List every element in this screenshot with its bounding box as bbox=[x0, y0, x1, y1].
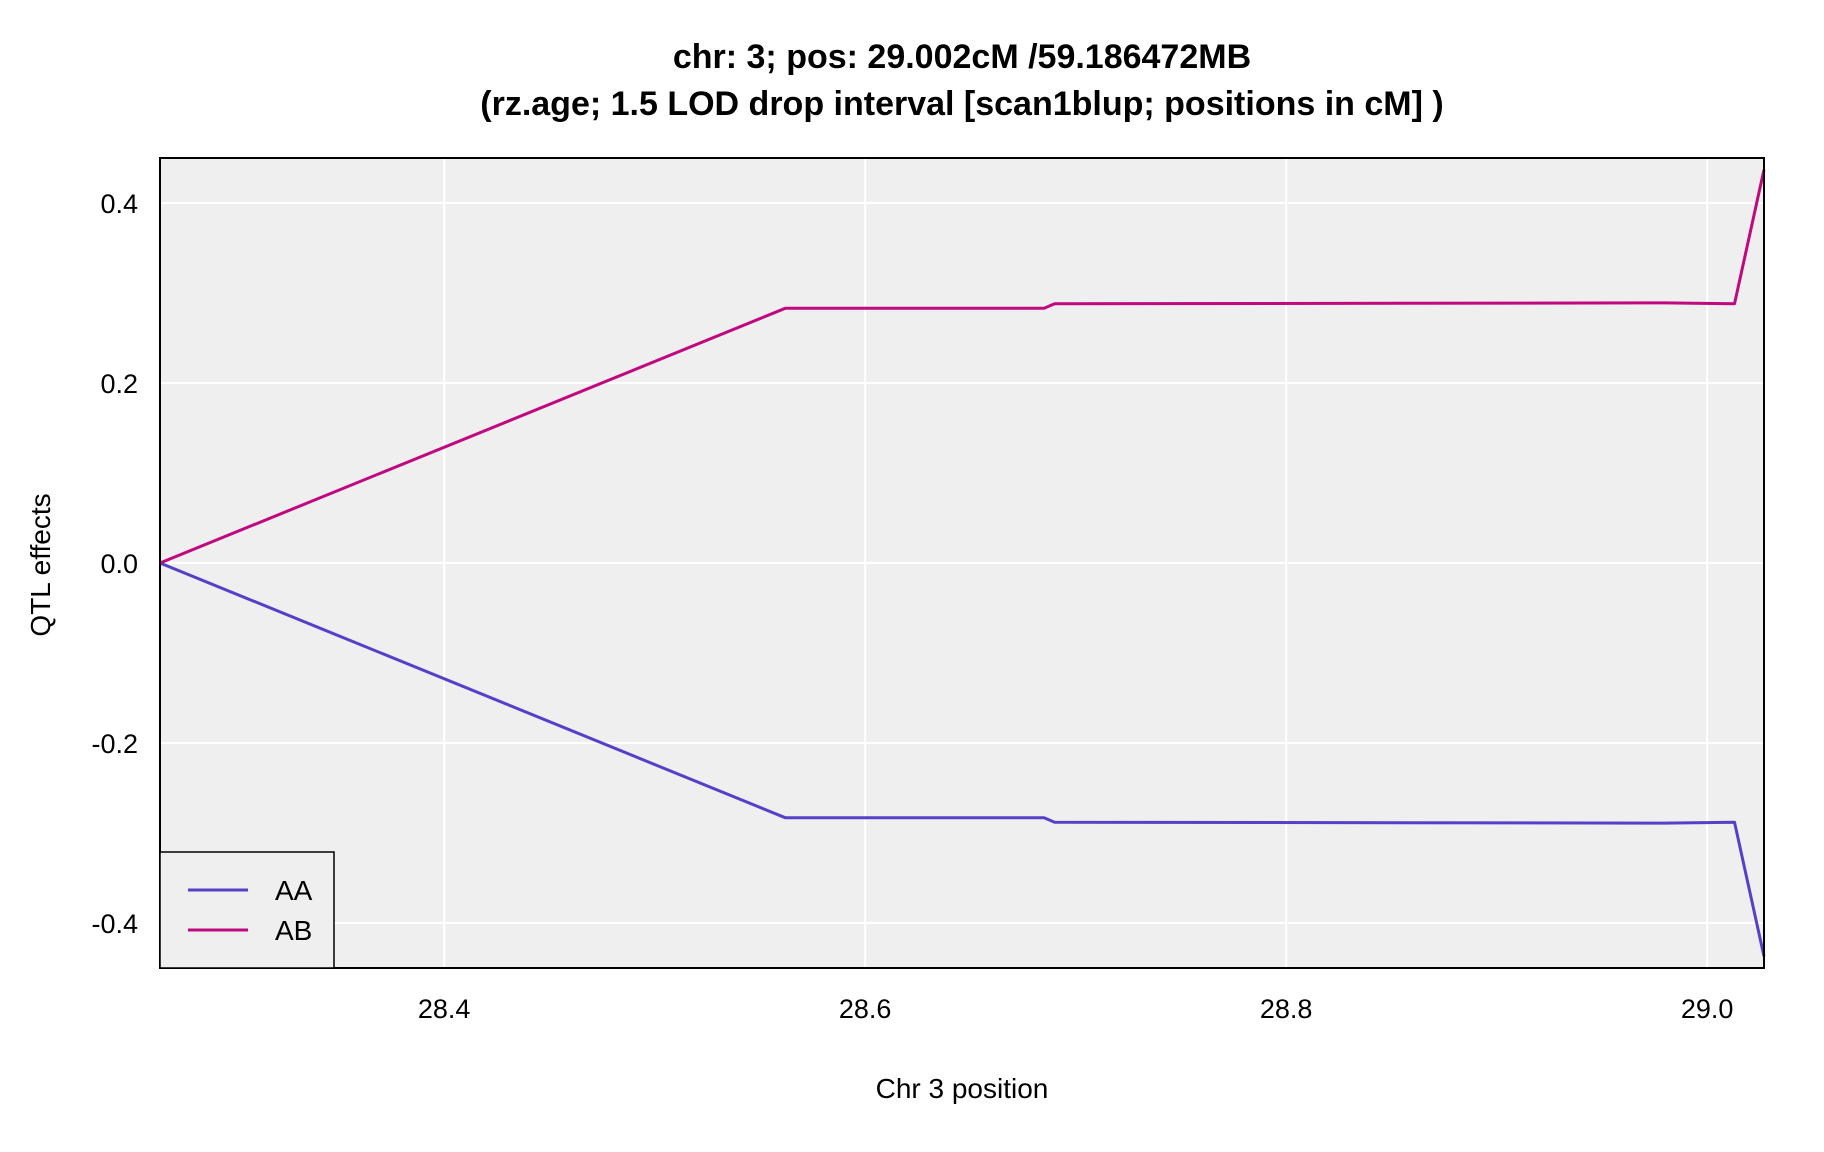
plot-border bbox=[159, 157, 1765, 969]
y-tick-label: -0.2 bbox=[91, 729, 138, 759]
y-tick-label: 0.0 bbox=[100, 549, 138, 579]
y-axis-ticks: 0.4 0.2 0.0 -0.2 -0.4 bbox=[91, 189, 138, 939]
series-line-ab bbox=[159, 169, 1766, 565]
y-tick-label: 0.2 bbox=[100, 369, 138, 399]
x-axis-ticks: 28.4 28.6 28.8 29.0 bbox=[418, 994, 1734, 1024]
legend-label-aa: AA bbox=[275, 875, 313, 906]
x-tick-label: 28.6 bbox=[839, 994, 892, 1024]
x-tick-label: 29.0 bbox=[1681, 994, 1734, 1024]
y-axis-label: QTL effects bbox=[25, 493, 56, 636]
legend-label-ab: AB bbox=[275, 915, 312, 946]
x-axis-label: Chr 3 position bbox=[876, 1073, 1049, 1104]
x-tick-label: 28.8 bbox=[1260, 994, 1313, 1024]
y-tick-label: -0.4 bbox=[91, 909, 138, 939]
chart-title-line1: chr: 3; pos: 29.002cM /59.186472MB bbox=[673, 38, 1251, 76]
legend: AA AB bbox=[159, 851, 335, 969]
grid-lines bbox=[160, 158, 1764, 968]
y-tick-label: 0.4 bbox=[100, 189, 138, 219]
series-line-aa bbox=[159, 561, 1766, 957]
x-tick-label: 28.4 bbox=[418, 994, 471, 1024]
series-lines bbox=[159, 169, 1766, 957]
chart-title-line2: (rz.age; 1.5 LOD drop interval [scan1blu… bbox=[480, 85, 1443, 123]
legend-box bbox=[159, 851, 335, 969]
